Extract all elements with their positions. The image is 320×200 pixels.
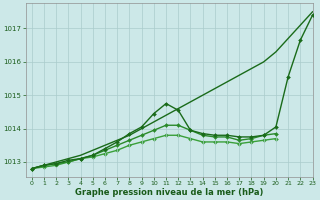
X-axis label: Graphe pression niveau de la mer (hPa): Graphe pression niveau de la mer (hPa) [75, 188, 263, 197]
